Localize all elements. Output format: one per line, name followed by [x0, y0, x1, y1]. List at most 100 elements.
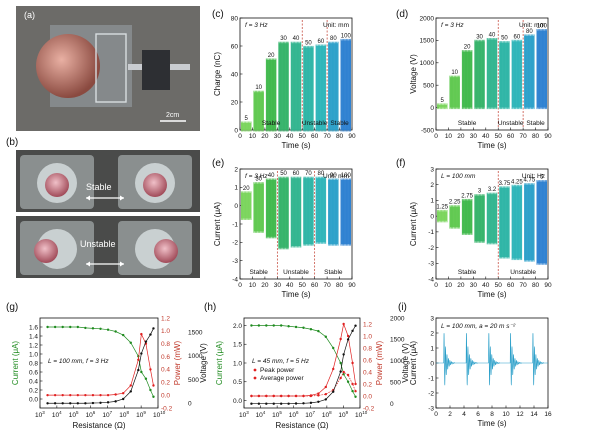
y-tick-label-f: -1 [428, 229, 434, 236]
data-point [76, 325, 80, 329]
x-tick-label-c: 30 [274, 133, 282, 140]
bar-data-label: 50 [305, 40, 312, 46]
y-tick-label-f: 0 [430, 213, 434, 220]
bar-segment [328, 43, 339, 131]
power-tick-label: 0.0 [363, 393, 372, 400]
x-tick-label-f: 0 [434, 282, 438, 289]
ball-b-top-right [143, 173, 167, 197]
bar-segment [487, 194, 497, 243]
data-point [99, 327, 102, 330]
data-point [302, 394, 305, 398]
x-tick-label-h: 106 [289, 410, 299, 419]
data-point [309, 394, 313, 398]
legend-marker [253, 376, 257, 380]
bar-segment [437, 104, 448, 108]
x-tick-label-i: 4 [462, 411, 466, 418]
data-point [354, 382, 357, 386]
y-axis-label-power: Power (mW) [375, 340, 384, 385]
bar-data-label: 10 [451, 70, 458, 76]
x-tick-label-g: 104 [52, 410, 62, 419]
y-axis-label: Charge (nC) [213, 52, 222, 96]
bar-segment [328, 180, 339, 245]
x-tick-label-g: 108 [119, 410, 129, 419]
bar-segment [474, 195, 485, 242]
data-point [287, 394, 290, 398]
x-axis-label: Time (s) [281, 290, 310, 299]
chart-note: f = 3 Hz [245, 173, 268, 180]
y-tick-label-f: -4 [428, 276, 434, 283]
chart-note: L = 100 mm [441, 173, 476, 180]
bar-segment [253, 183, 264, 232]
y-tick-label-g: 1.2 [29, 342, 38, 349]
data-point [53, 402, 57, 405]
region-label: Unstable [302, 120, 328, 127]
bar-segment [315, 178, 326, 243]
data-point [302, 402, 305, 405]
arrow-b-bottom-left-head [86, 261, 90, 267]
y-tick-label-e: -1 [232, 221, 238, 228]
y-tick-label-c: 40 [231, 71, 239, 78]
bar-segment [241, 192, 252, 219]
bar-data-label: 3.2 [488, 187, 497, 193]
data-point [279, 324, 283, 327]
x-tick-label-c: 70 [323, 133, 331, 140]
data-point [106, 328, 110, 331]
y-tick-label-e: 1 [234, 185, 238, 192]
data-point [122, 397, 125, 401]
region-label: Unstable [498, 120, 524, 127]
y-tick-label-c: 60 [231, 43, 239, 50]
bar-data-label: 20 [268, 53, 275, 59]
x-tick-label-f: 70 [519, 282, 527, 289]
data-point [346, 338, 350, 341]
bar-segment [315, 46, 326, 130]
panel-h-label: (h) [204, 302, 216, 313]
data-point [46, 402, 49, 405]
data-point [106, 401, 110, 404]
region-label: Stable [249, 269, 268, 276]
y-axis-label-power: Power (mW) [173, 340, 182, 385]
data-point [346, 373, 350, 377]
region-label: Unstable [510, 269, 536, 276]
y-axis-label-left: Current (μA) [11, 341, 20, 386]
bar-data-label: 2.75 [461, 193, 473, 199]
data-point [149, 368, 152, 371]
arrow-b-top-right-head [120, 195, 124, 201]
data-point [61, 393, 64, 397]
data-point [61, 402, 64, 405]
data-point [294, 402, 298, 405]
bar-data-label: 40 [268, 173, 275, 179]
x-axis-label: Time (s) [477, 419, 506, 428]
data-point [91, 401, 95, 405]
x-tick-label-f: 10 [445, 282, 453, 289]
panel-i-label: (i) [398, 302, 407, 313]
panel-f-label: (f) [396, 158, 405, 169]
series-line-voltage [47, 328, 154, 404]
bar-segment [474, 41, 485, 108]
data-point [342, 353, 345, 356]
data-point [339, 337, 342, 341]
data-point [91, 327, 95, 330]
y-tick-label-f: 3 [430, 166, 434, 173]
x-tick-label-f: 60 [507, 282, 515, 289]
data-point [346, 380, 350, 383]
y-tick-label-h: 2.0 [233, 323, 242, 330]
current-trace [436, 333, 548, 386]
y-tick-label-g: 0.8 [29, 360, 38, 367]
panel-a: 2cm (a) [16, 6, 200, 131]
x-tick-label-g: 107 [102, 410, 112, 419]
ball-b-bottom-left [34, 239, 58, 263]
x-tick-label-d: 80 [532, 133, 540, 140]
unstable-label: Unstable [80, 239, 116, 249]
data-point [149, 388, 152, 392]
data-point [265, 402, 268, 405]
data-point [309, 401, 313, 405]
data-point [272, 394, 275, 398]
bar-segment [462, 200, 473, 234]
bar-segment [511, 186, 522, 259]
data-point [279, 402, 283, 405]
data-point [257, 394, 261, 398]
x-tick-label-e: 30 [274, 282, 282, 289]
bar-segment [266, 60, 277, 130]
acrylic-frame [95, 33, 127, 103]
